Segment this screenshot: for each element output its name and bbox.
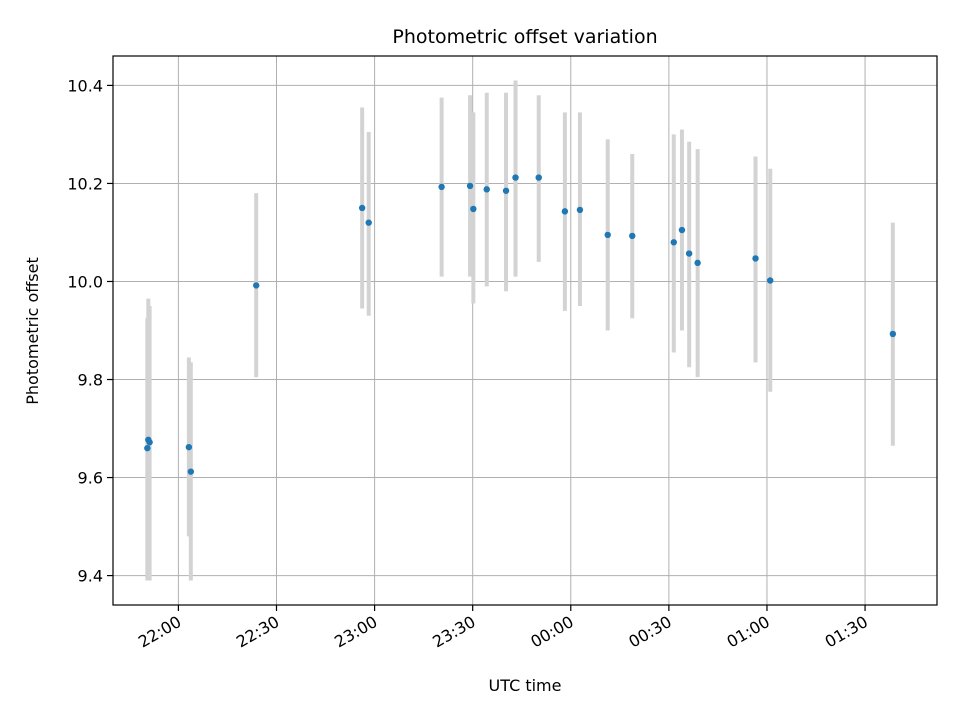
data-point xyxy=(144,444,151,452)
data-point xyxy=(470,205,477,213)
data-point xyxy=(694,259,701,267)
data-point xyxy=(187,468,195,475)
y-axis-ticks: 9.4 9.6 9.8 10.0 10.2 10.4 xyxy=(67,76,113,586)
data-point xyxy=(576,206,584,214)
data-point xyxy=(466,182,474,190)
data-point xyxy=(365,219,372,226)
data-point xyxy=(767,277,774,284)
data-point xyxy=(185,443,193,451)
y-tick-label: 10.2 xyxy=(67,174,103,193)
data-point xyxy=(678,226,686,234)
data-point xyxy=(685,250,693,257)
y-tick-label: 9.8 xyxy=(78,371,103,390)
data-point xyxy=(629,232,636,240)
data-point xyxy=(483,186,490,193)
y-tick-label: 9.4 xyxy=(78,567,103,586)
grid xyxy=(113,56,937,605)
data-point xyxy=(512,174,519,181)
y-tick-label: 9.6 xyxy=(78,469,103,488)
data-point xyxy=(889,330,897,338)
chart-title: Photometric offset variation xyxy=(392,26,657,48)
data-point xyxy=(604,231,611,239)
data-point xyxy=(752,255,759,262)
plot-area-frame xyxy=(112,55,938,606)
y-axis-title: Photometric offset xyxy=(23,257,42,405)
y-tick-label: 10.0 xyxy=(67,272,103,291)
data-points xyxy=(144,174,897,475)
y-tick-label: 10.4 xyxy=(67,76,103,95)
data-point xyxy=(146,439,153,446)
data-point xyxy=(358,204,366,212)
data-point xyxy=(561,208,569,215)
x-axis-title: UTC time xyxy=(489,676,562,695)
data-point xyxy=(502,187,510,194)
data-point xyxy=(253,282,260,289)
data-point xyxy=(535,174,542,181)
data-point xyxy=(670,239,677,246)
data-point xyxy=(438,183,445,191)
